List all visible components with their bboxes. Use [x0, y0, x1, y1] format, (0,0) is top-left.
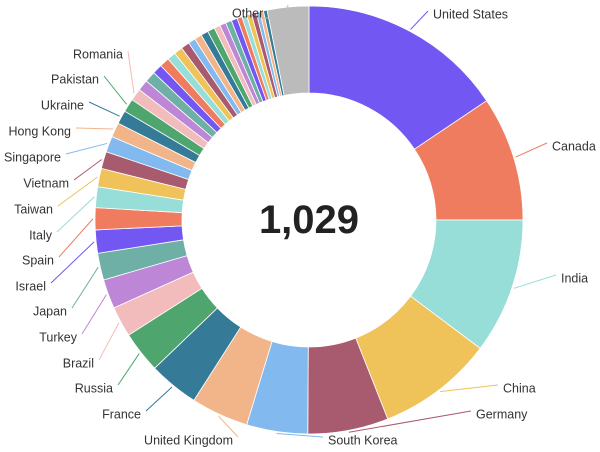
leader-turkey	[81, 294, 107, 335]
leader-spain	[58, 218, 94, 258]
leader-south-korea	[276, 433, 324, 438]
leader-united-kingdom	[218, 415, 239, 438]
donut-slices	[94, 5, 524, 435]
leader-israel	[50, 241, 95, 284]
leader-russia	[117, 353, 140, 386]
label-germany: Germany	[476, 407, 528, 421]
label-hong-kong: Hong Kong	[8, 124, 71, 138]
leader-china	[440, 384, 499, 393]
leader-singapore	[65, 142, 108, 155]
label-united-kingdom: United Kingdom	[144, 433, 233, 447]
label-japan: Japan	[33, 304, 67, 318]
leader-canada	[515, 142, 548, 158]
label-russia: Russia	[75, 381, 113, 395]
label-france: France	[102, 407, 141, 421]
leader-lines	[50, 5, 557, 438]
label-united-states: United States	[433, 7, 508, 21]
leader-romania	[127, 50, 135, 94]
label-turkey: Turkey	[39, 330, 77, 344]
label-china: China	[503, 381, 536, 395]
leader-france	[145, 386, 173, 412]
label-south-korea: South Korea	[328, 433, 398, 447]
label-romania: Romania	[73, 47, 123, 61]
leader-germany	[348, 410, 472, 433]
label-brazil: Brazil	[63, 356, 94, 370]
leader-other	[257, 5, 289, 19]
slice-labels: United States Canada India China Germany Sout…	[4, 6, 596, 447]
label-ukraine: Ukraine	[41, 98, 84, 112]
slice-other	[266, 5, 310, 96]
label-singapore: Singapore	[4, 150, 61, 164]
leader-united-states	[410, 10, 429, 30]
label-israel: Israel	[15, 279, 46, 293]
leader-taiwan	[57, 176, 98, 207]
leader-ukraine	[88, 101, 120, 117]
label-canada: Canada	[552, 139, 596, 153]
leader-pakistan	[103, 75, 127, 105]
center-total: 1,029	[259, 198, 359, 242]
label-vietnam: Vietnam	[23, 176, 69, 190]
label-taiwan: Taiwan	[14, 202, 53, 216]
label-italy: Italy	[29, 228, 53, 242]
leader-vietnam	[73, 159, 102, 181]
label-pakistan: Pakistan	[51, 72, 99, 86]
leader-brazil	[98, 322, 120, 361]
leader-hong-kong	[75, 127, 114, 130]
label-india: India	[561, 271, 588, 285]
label-other: Other	[232, 6, 263, 20]
leader-india	[513, 274, 557, 289]
leader-japan	[71, 266, 99, 309]
leader-italy	[56, 196, 95, 233]
label-spain: Spain	[22, 253, 54, 267]
